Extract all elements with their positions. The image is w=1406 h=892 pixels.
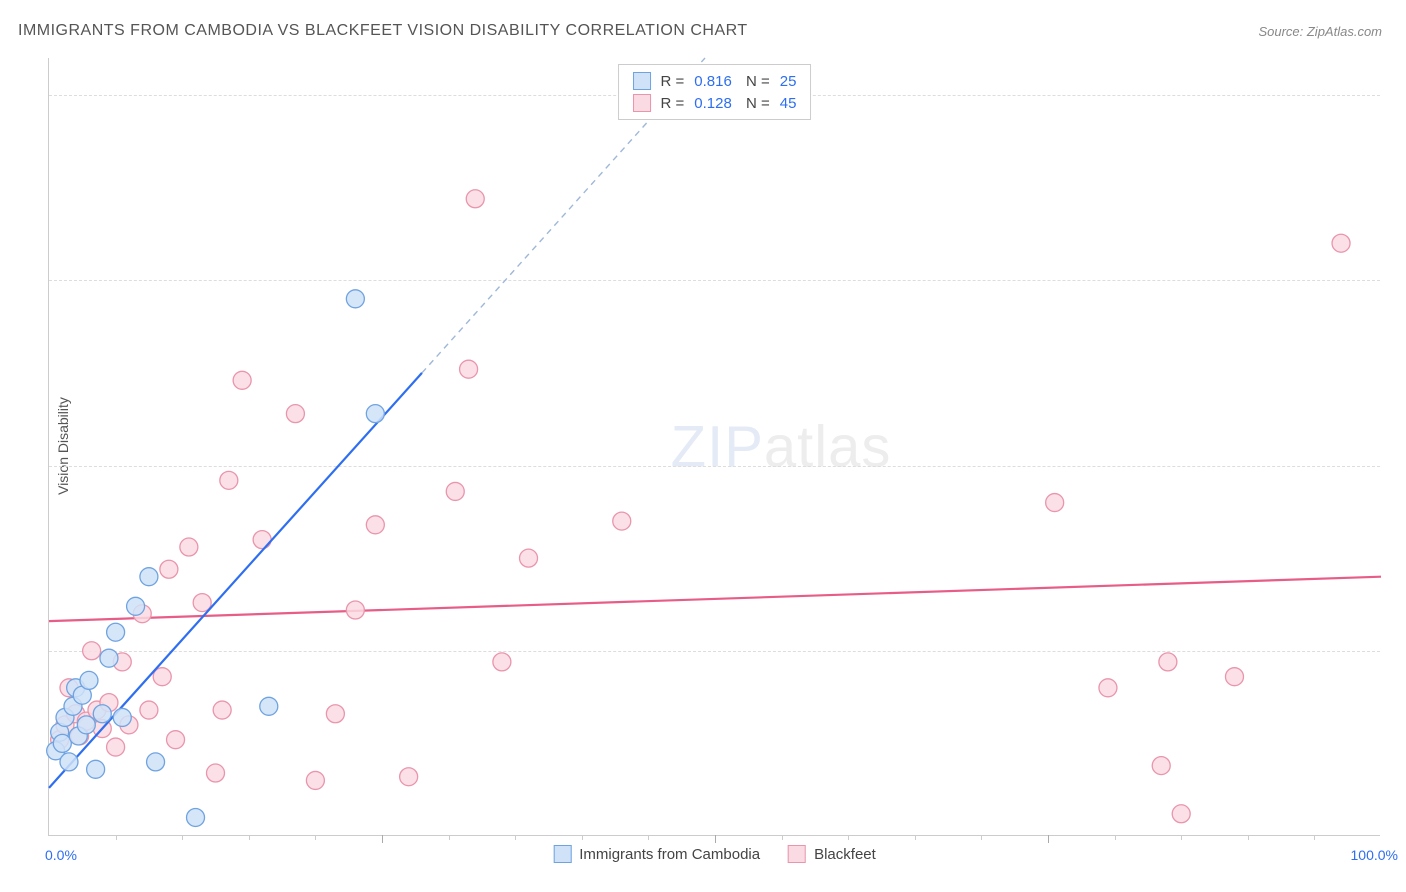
legend-n-value-2: 45 bbox=[780, 95, 797, 112]
legend-swatch-1 bbox=[633, 72, 651, 90]
chart-plot-area: ZIPatlas 5.0%10.0%15.0%20.0% R = 0.816 N… bbox=[48, 58, 1380, 836]
legend-item: Immigrants from Cambodia bbox=[553, 845, 760, 863]
y-tick-label: 5.0% bbox=[1388, 643, 1406, 659]
x-tick bbox=[515, 835, 516, 840]
legend-label: Blackfeet bbox=[814, 846, 876, 863]
legend-r-value-2: 0.128 bbox=[694, 95, 732, 112]
x-tick bbox=[981, 835, 982, 840]
scatter-plot-svg bbox=[49, 58, 1380, 835]
legend-item: Blackfeet bbox=[788, 845, 876, 863]
legend-swatch bbox=[553, 845, 571, 863]
x-axis-min-label: 0.0% bbox=[45, 847, 77, 863]
x-tick bbox=[315, 835, 316, 840]
source-attribution: Source: ZipAtlas.com bbox=[1258, 24, 1382, 39]
correlation-legend: R = 0.816 N = 25 R = 0.128 N = 45 bbox=[618, 64, 812, 120]
legend-r-value-1: 0.816 bbox=[694, 73, 732, 90]
x-tick bbox=[116, 835, 117, 840]
legend-n-value-1: 25 bbox=[780, 73, 797, 90]
x-tick bbox=[582, 835, 583, 840]
x-tick bbox=[449, 835, 450, 840]
x-tick bbox=[1115, 835, 1116, 840]
legend-label: Immigrants from Cambodia bbox=[579, 846, 760, 863]
legend-n-label: N = bbox=[742, 73, 770, 90]
x-tick bbox=[782, 835, 783, 840]
y-tick-label: 15.0% bbox=[1388, 272, 1406, 288]
x-tick bbox=[249, 835, 250, 840]
x-tick bbox=[715, 835, 716, 843]
legend-n-label: N = bbox=[742, 95, 770, 112]
chart-title: IMMIGRANTS FROM CAMBODIA VS BLACKFEET VI… bbox=[18, 22, 748, 40]
legend-swatch-2 bbox=[633, 94, 651, 112]
x-tick bbox=[182, 835, 183, 840]
legend-row-series-1: R = 0.816 N = 25 bbox=[633, 70, 797, 92]
x-tick bbox=[1248, 835, 1249, 840]
x-tick bbox=[1048, 835, 1049, 843]
legend-row-series-2: R = 0.128 N = 45 bbox=[633, 92, 797, 114]
x-tick bbox=[848, 835, 849, 840]
x-tick bbox=[1314, 835, 1315, 840]
x-tick bbox=[1181, 835, 1182, 840]
legend-r-label: R = bbox=[661, 73, 685, 90]
y-tick-label: 20.0% bbox=[1388, 87, 1406, 103]
x-tick bbox=[915, 835, 916, 840]
y-tick-label: 10.0% bbox=[1388, 458, 1406, 474]
x-tick bbox=[648, 835, 649, 840]
series-legend: Immigrants from Cambodia Blackfeet bbox=[553, 845, 876, 863]
legend-swatch bbox=[788, 845, 806, 863]
x-tick bbox=[382, 835, 383, 843]
x-axis-max-label: 100.0% bbox=[1351, 847, 1398, 863]
legend-r-label: R = bbox=[661, 95, 685, 112]
